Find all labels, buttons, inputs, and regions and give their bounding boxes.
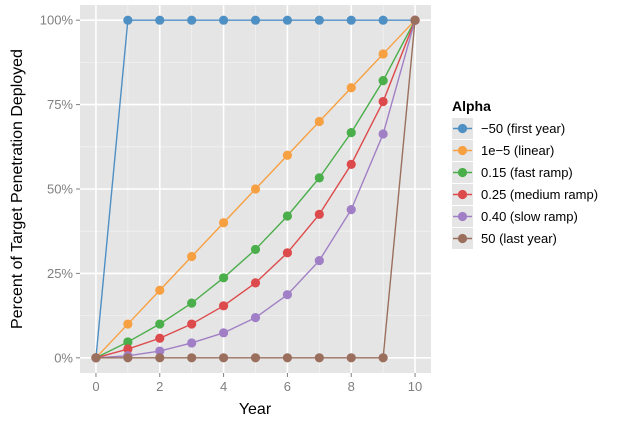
legend-label: −50 (first year) <box>481 121 565 136</box>
data-point <box>123 319 133 329</box>
data-point <box>314 209 324 219</box>
data-point <box>346 353 356 363</box>
data-point <box>314 255 324 266</box>
data-point <box>250 184 261 194</box>
x-axis-title: Year <box>239 401 272 418</box>
x-tick-label: 8 <box>348 379 355 394</box>
data-point <box>282 15 293 25</box>
data-point <box>282 353 293 363</box>
data-point <box>346 204 356 215</box>
data-point <box>123 353 133 363</box>
data-point <box>282 150 293 160</box>
legend-item: 0.15 (fast ramp) <box>452 162 573 183</box>
legend-label: 1e−5 (linear) <box>481 143 554 158</box>
data-point <box>250 15 261 25</box>
data-point <box>282 211 293 221</box>
legend-item: 0.25 (medium ramp) <box>452 184 598 205</box>
data-point <box>346 159 356 169</box>
data-point <box>378 96 388 107</box>
data-point <box>218 353 229 363</box>
data-point <box>187 15 197 25</box>
data-point <box>123 337 133 347</box>
data-point <box>218 273 229 283</box>
y-axis: 0% 25% 50% 75% 100% <box>40 13 80 365</box>
series-layer <box>91 15 420 363</box>
data-point <box>346 15 356 25</box>
y-axis-title: Percent of Target Penetration Deployed <box>9 49 26 329</box>
legend-label: 0.25 (medium ramp) <box>481 187 598 202</box>
data-point <box>378 129 388 139</box>
legend-item: 50 (last year) <box>452 228 557 249</box>
x-tick-label: 0 <box>92 379 99 394</box>
legend: Alpha −50 (first year) 1e−5 (linear) 0.15 … <box>452 98 598 249</box>
y-tick-label: 50% <box>47 182 73 197</box>
data-point <box>282 248 293 258</box>
data-point <box>250 353 261 363</box>
data-point <box>250 244 261 255</box>
data-point <box>187 338 197 348</box>
data-point <box>346 83 356 93</box>
data-point <box>155 15 165 25</box>
data-point <box>155 346 165 356</box>
x-tick-label: 6 <box>284 379 291 394</box>
data-point <box>123 344 133 354</box>
data-point <box>218 328 229 338</box>
legend-key-point <box>457 189 468 200</box>
x-axis: 0 2 4 6 8 10 <box>92 373 422 394</box>
data-point <box>187 319 197 329</box>
data-point <box>410 15 420 25</box>
legend-key-point <box>457 167 468 178</box>
legend-item: 0.40 (slow ramp) <box>452 206 578 227</box>
x-tick-label: 10 <box>408 379 422 394</box>
data-point <box>314 353 324 363</box>
data-point <box>91 353 101 363</box>
data-point <box>155 319 165 329</box>
data-point <box>155 285 165 295</box>
legend-title: Alpha <box>452 98 491 114</box>
legend-label: 0.15 (fast ramp) <box>481 165 573 180</box>
data-point <box>250 313 261 323</box>
data-point <box>378 15 388 25</box>
x-tick-label: 4 <box>220 379 227 394</box>
legend-item: −50 (first year) <box>452 118 565 139</box>
data-point <box>155 353 165 363</box>
data-point <box>187 251 197 262</box>
data-point <box>187 353 197 363</box>
legend-label: 50 (last year) <box>481 231 557 246</box>
x-tick-label: 2 <box>156 379 163 394</box>
legend-key-point <box>457 211 468 222</box>
data-point <box>187 298 197 308</box>
data-point <box>346 128 356 138</box>
y-tick-label: 75% <box>47 97 73 112</box>
series-5 <box>91 15 420 363</box>
data-point <box>123 15 133 25</box>
legend-key-point <box>457 145 468 156</box>
y-tick-label: 25% <box>47 266 73 281</box>
data-point <box>378 49 388 59</box>
y-tick-label: 100% <box>40 13 74 28</box>
legend-key-point <box>457 233 468 244</box>
data-point <box>314 173 324 183</box>
legend-key-point <box>457 123 468 134</box>
legend-label: 0.40 (slow ramp) <box>481 209 578 224</box>
data-point <box>378 76 388 86</box>
data-point <box>314 15 324 25</box>
legend-item: 1e−5 (linear) <box>452 140 554 161</box>
data-point <box>250 278 261 288</box>
y-tick-label: 0% <box>54 350 73 365</box>
data-point <box>218 15 229 25</box>
data-point <box>218 218 229 228</box>
data-point <box>155 333 165 343</box>
data-point <box>314 116 324 127</box>
data-point <box>218 301 229 311</box>
data-point <box>378 353 388 363</box>
data-point <box>282 290 293 300</box>
